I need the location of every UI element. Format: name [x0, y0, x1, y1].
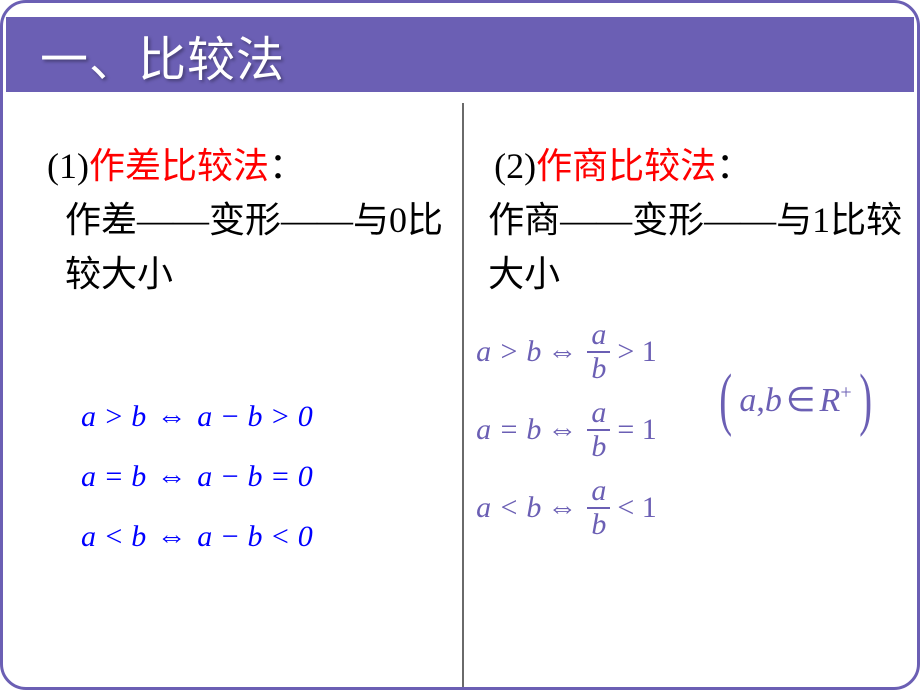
fraction-numerator: a: [587, 476, 610, 507]
f-lhs: a > b: [81, 400, 146, 433]
iff-icon: ⇔: [154, 520, 190, 553]
right-heading: (2)作商比较法：: [470, 139, 907, 193]
right-colon: ：: [716, 146, 752, 186]
left-description: 作差——变形——与0比较大小: [47, 193, 454, 301]
slide-title: 一、比较法: [40, 20, 285, 90]
left-number: (1): [47, 146, 89, 186]
left-formula-row-1: a > b ⇔ a − b > 0: [81, 387, 313, 447]
f-cmp: < 1: [614, 491, 656, 525]
content-area: (1)作差比较法： 作差——变形——与0比较大小 a > b ⇔ a − b >…: [3, 103, 917, 687]
iff-icon: ⇔: [541, 335, 583, 369]
slide-frame: 一、比较法 (1)作差比较法： 作差——变形——与0比较大小 a > b ⇔ a…: [0, 0, 920, 690]
column-right: (2)作商比较法： 作商——变形——与1比较大小 a > b ⇔ a b > 1…: [462, 103, 917, 687]
f-lhs: a = b: [476, 413, 541, 447]
left-formula-row-3: a < b ⇔ a − b < 0: [81, 507, 313, 567]
iff-icon: ⇔: [154, 460, 190, 493]
fraction: a b: [587, 476, 610, 540]
f-lhs: a < b: [81, 520, 146, 553]
left-method-name: 作差比较法: [89, 146, 269, 186]
left-heading: (1)作差比较法：: [47, 139, 454, 193]
right-method-name: 作商比较法: [536, 146, 716, 186]
cond-b: b: [765, 382, 782, 419]
f-rhs: a − b > 0: [197, 400, 313, 433]
cond-sup: +: [840, 382, 851, 404]
iff-icon: ⇔: [541, 413, 583, 447]
right-description: 作商——变形——与1比较大小: [470, 193, 907, 301]
condition-body: a,b∈R+: [737, 380, 853, 420]
fraction-denominator: b: [587, 507, 610, 540]
right-number: (2): [494, 146, 536, 186]
f-cmp: = 1: [614, 413, 656, 447]
paren-open: (: [719, 379, 732, 421]
right-formula-row-1: a > b ⇔ a b > 1: [476, 313, 657, 391]
left-formula-row-2: a = b ⇔ a − b = 0: [81, 447, 313, 507]
fraction: a b: [587, 320, 610, 384]
left-formula-block: a > b ⇔ a − b > 0 a = b ⇔ a − b = 0 a < …: [81, 387, 313, 567]
cond-a: a: [739, 382, 756, 419]
f-cmp: > 1: [614, 335, 656, 369]
fraction-numerator: a: [587, 398, 610, 429]
iff-icon: ⇔: [154, 400, 190, 433]
f-lhs: a = b: [81, 460, 146, 493]
fraction-denominator: b: [587, 429, 610, 462]
paren-close: ): [859, 379, 872, 421]
condition-expression: ( a,b∈R+ ): [714, 379, 877, 421]
right-formula-row-3: a < b ⇔ a b < 1: [476, 469, 657, 547]
element-of-icon: ∈: [782, 382, 820, 419]
column-left: (1)作差比较法： 作差——变形——与0比较大小 a > b ⇔ a − b >…: [3, 103, 462, 687]
fraction-denominator: b: [587, 351, 610, 384]
title-bar: 一、比较法: [6, 17, 914, 95]
cond-set: R: [820, 382, 841, 419]
right-formula-row-2: a = b ⇔ a b = 1: [476, 391, 657, 469]
f-rhs: a − b = 0: [197, 460, 313, 493]
iff-icon: ⇔: [541, 491, 583, 525]
cond-comma: ,: [756, 382, 765, 419]
right-formula-block: a > b ⇔ a b > 1 a = b ⇔ a b = 1: [476, 313, 657, 547]
f-rhs: a − b < 0: [197, 520, 313, 553]
f-lhs: a < b: [476, 491, 541, 525]
left-colon: ：: [269, 146, 305, 186]
f-lhs: a > b: [476, 335, 541, 369]
fraction-numerator: a: [587, 320, 610, 351]
fraction: a b: [587, 398, 610, 462]
